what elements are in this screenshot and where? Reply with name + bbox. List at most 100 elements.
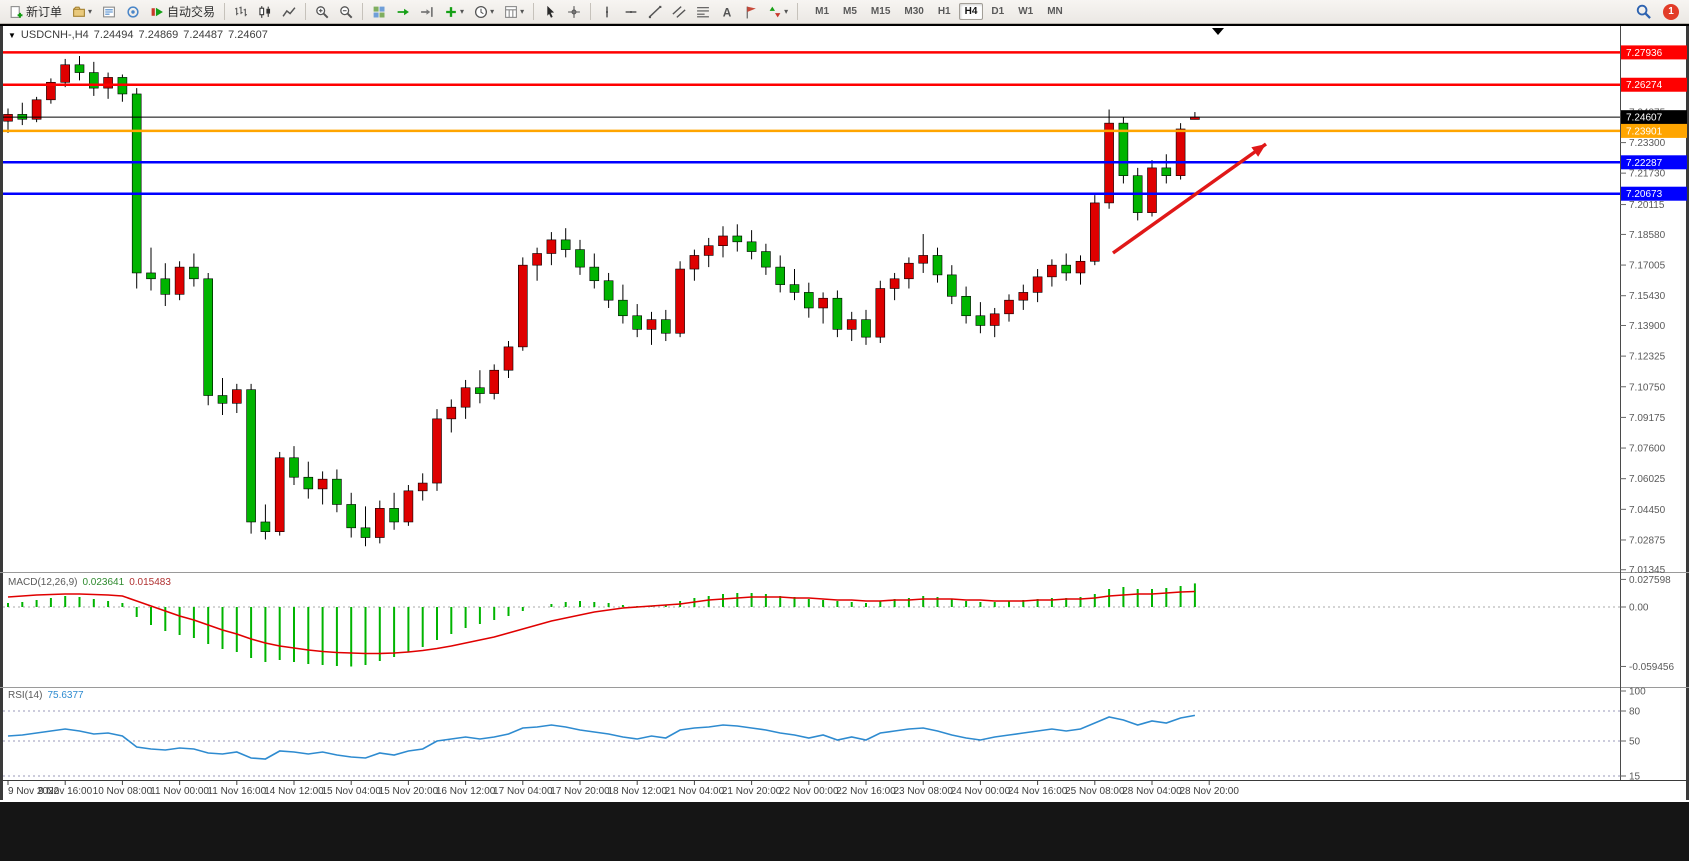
trend-arrow-annotation[interactable]	[1111, 142, 1268, 255]
svg-text:11 Nov 00:00: 11 Nov 00:00	[150, 786, 209, 797]
svg-text:A: A	[723, 5, 732, 19]
period-w1-button[interactable]: W1	[1012, 3, 1039, 20]
svg-text:0.027598: 0.027598	[1629, 575, 1671, 586]
svg-text:21 Nov 20:00: 21 Nov 20:00	[722, 786, 782, 797]
period-m15-button[interactable]: M15	[865, 3, 896, 20]
new-order-icon	[10, 5, 23, 18]
svg-text:15 Nov 04:00: 15 Nov 04:00	[321, 786, 381, 797]
svg-text:25 Nov 08:00: 25 Nov 08:00	[1065, 786, 1125, 797]
zoom-in-button[interactable]	[311, 2, 333, 22]
market-watch-icon	[103, 6, 115, 17]
svg-text:7.20115: 7.20115	[1629, 200, 1665, 211]
hline-icon	[625, 10, 637, 13]
svg-text:-0.059456: -0.059456	[1629, 662, 1674, 673]
trendline-icon	[648, 5, 662, 18]
period-m1-button[interactable]: M1	[809, 3, 835, 20]
svg-text:7.18580: 7.18580	[1629, 230, 1666, 241]
period-h1-button[interactable]: H1	[932, 3, 957, 20]
rsi-line	[7, 714, 1196, 760]
macd-signal-line	[7, 590, 1195, 655]
tile-windows-button[interactable]	[368, 2, 390, 22]
svg-text:17 Nov 04:00: 17 Nov 04:00	[493, 786, 553, 797]
svg-text:24 Nov 00:00: 24 Nov 00:00	[951, 786, 1011, 797]
auto-trading-button[interactable]: 自动交易	[146, 2, 219, 22]
svg-text:80: 80	[1629, 707, 1641, 718]
period-d1-button[interactable]: D1	[985, 3, 1010, 20]
svg-text:7.21730: 7.21730	[1629, 169, 1666, 180]
fibonacci-button[interactable]	[692, 2, 714, 22]
toolbar-separator	[224, 3, 226, 20]
macd-axis: 0.027598 0.00 -0.059456	[1620, 575, 1674, 673]
svg-text:21 Nov 04:00: 21 Nov 04:00	[665, 786, 725, 797]
line-chart-mode-button[interactable]	[278, 2, 300, 22]
svg-text:23 Nov 08:00: 23 Nov 08:00	[893, 786, 953, 797]
svg-text:17 Nov 20:00: 17 Nov 20:00	[550, 786, 610, 797]
autoscroll-icon	[397, 8, 409, 15]
svg-text:24 Nov 16:00: 24 Nov 16:00	[1008, 786, 1068, 797]
template-icon	[505, 5, 518, 18]
period-m5-button[interactable]: M5	[837, 3, 863, 20]
strategy-icon	[127, 5, 139, 18]
strategy-tester-button[interactable]	[122, 2, 144, 22]
svg-text:7.23300: 7.23300	[1629, 138, 1666, 149]
chart-shift-marker[interactable]	[1212, 28, 1224, 35]
svg-text:7.15430: 7.15430	[1629, 291, 1666, 302]
vertical-line-button[interactable]	[596, 2, 618, 22]
auto-trading-label: 自动交易	[167, 5, 216, 19]
svg-text:14 Nov 12:00: 14 Nov 12:00	[264, 786, 324, 797]
horizontal-line-button[interactable]	[620, 2, 642, 22]
equidistant-channel-button[interactable]	[668, 2, 690, 22]
search-button[interactable]	[1632, 2, 1655, 22]
svg-text:7.09175: 7.09175	[1629, 413, 1666, 424]
trendline-button[interactable]	[644, 2, 666, 22]
cursor-button[interactable]	[539, 2, 561, 22]
svg-text:7.01345: 7.01345	[1629, 565, 1666, 576]
svg-text:9 Nov 16:00: 9 Nov 16:00	[38, 786, 92, 797]
rsi-axis: 100 80 50 15	[1620, 687, 1646, 783]
text-icon: A	[723, 5, 732, 19]
new-order-button[interactable]: 新订单	[5, 2, 66, 22]
market-watch-button[interactable]	[98, 2, 120, 22]
crosshair-button[interactable]	[563, 2, 585, 22]
arrows-button[interactable]: ▾	[764, 2, 792, 22]
zoom-out-button[interactable]	[335, 2, 357, 22]
svg-text:7.22287: 7.22287	[1626, 158, 1663, 169]
indicators-icon	[446, 6, 456, 17]
svg-text:100: 100	[1629, 687, 1646, 698]
text-label-button[interactable]	[740, 2, 762, 22]
indicators-button[interactable]: ▾	[440, 2, 468, 22]
price-chart-svg[interactable]: 7.248757.233007.217307.201157.185807.170…	[0, 24, 1689, 861]
chart-shift-button[interactable]	[416, 2, 438, 22]
svg-text:11 Nov 16:00: 11 Nov 16:00	[207, 786, 266, 797]
new-order-label: 新订单	[26, 5, 63, 19]
horizontal-level-lines[interactable]	[3, 51, 1620, 195]
notification-badge[interactable]: 1	[1663, 3, 1679, 20]
period-buttons: M1 M5 M15 M30 H1 H4 D1 W1 MN	[808, 3, 1070, 20]
auto-scroll-button[interactable]	[392, 2, 414, 22]
bar-chart-mode-button[interactable]	[230, 2, 252, 22]
period-m30-button[interactable]: M30	[898, 3, 929, 20]
bars-icon	[235, 6, 247, 16]
period-h4-button[interactable]: H4	[958, 3, 984, 20]
profiles-button[interactable]: ▾	[68, 2, 96, 22]
channel-icon	[672, 5, 686, 18]
candlestick-mode-button[interactable]	[254, 2, 276, 22]
price-badges: 7.27936 7.26274 7.24607 7.23901 7.22287 7.206…	[1621, 45, 1687, 201]
crosshair-icon	[568, 5, 581, 18]
svg-text:22 Nov 16:00: 22 Nov 16:00	[836, 786, 896, 797]
svg-text:18 Nov 12:00: 18 Nov 12:00	[607, 786, 667, 797]
templates-button[interactable]: ▾	[500, 2, 528, 22]
svg-text:22 Nov 00:00: 22 Nov 00:00	[779, 786, 839, 797]
text-button[interactable]: A	[716, 2, 738, 22]
zoom-in-icon	[316, 5, 329, 18]
period-mn-button[interactable]: MN	[1041, 3, 1069, 20]
svg-text:7.24607: 7.24607	[1626, 113, 1663, 124]
chartshift-icon	[421, 6, 433, 17]
svg-text:7.27936: 7.27936	[1626, 48, 1663, 59]
svg-text:7.26274: 7.26274	[1626, 80, 1663, 91]
toolbar-right-cluster: 1	[1631, 2, 1689, 22]
toolbar-separator	[533, 3, 535, 20]
periods-menu-button[interactable]: ▾	[470, 2, 498, 22]
caret-down-icon: ▾	[784, 7, 789, 16]
